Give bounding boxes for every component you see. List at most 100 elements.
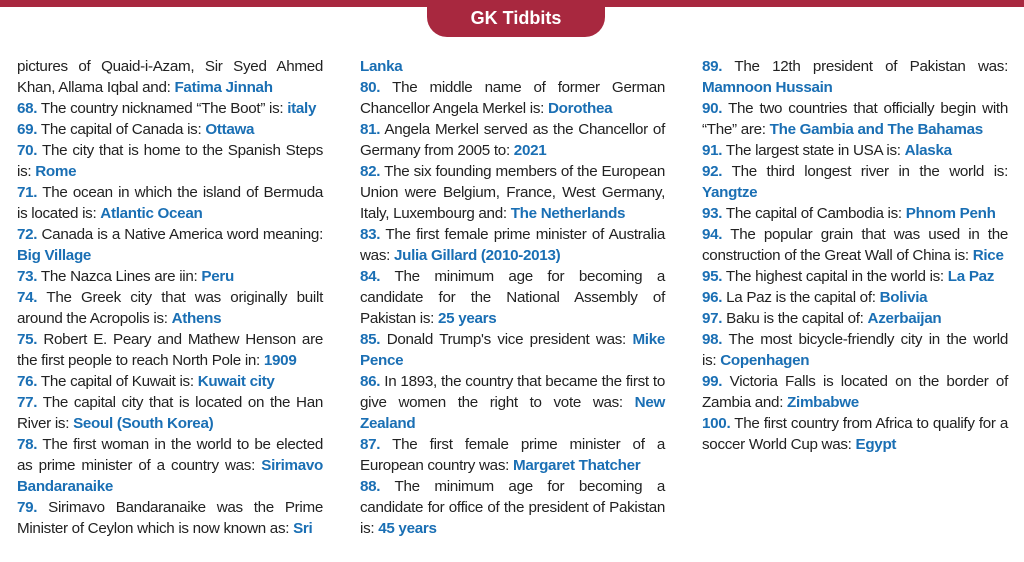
answer-text: La Paz xyxy=(947,268,995,285)
answer-text: Egypt xyxy=(855,436,897,453)
question-text: The six founding members of the European… xyxy=(360,163,665,222)
answer-text: Kuwait city xyxy=(197,373,275,390)
question-item: 91. The largest state in USA is: Alaska xyxy=(702,140,1008,161)
answer-text: Rome xyxy=(35,163,77,180)
question-number: 91. xyxy=(702,142,723,159)
question-item: 93. The capital of Cambodia is: Phnom Pe… xyxy=(702,203,1008,224)
question-text: La Paz is the capital of: xyxy=(726,289,876,306)
question-text: Victoria Falls is located on the border … xyxy=(702,373,1008,411)
question-item: 95. The highest capital in the world is:… xyxy=(702,266,1008,287)
answer-text: 2021 xyxy=(513,142,547,159)
answer-text: Peru xyxy=(201,268,234,285)
answer-text: 1909 xyxy=(263,352,297,369)
answer-text: Bolivia xyxy=(879,289,928,306)
question-number: 74. xyxy=(17,289,38,306)
question-item: 73. The Nazca Lines are iin: Peru xyxy=(17,266,323,287)
question-item: 98. The most bicycle-friendly city in th… xyxy=(702,329,1008,371)
question-number: 90. xyxy=(702,100,723,117)
question-item: 75. Robert E. Peary and Mathew Henson ar… xyxy=(17,329,323,371)
question-item: 85. Donald Trump's vice president was: M… xyxy=(360,329,665,371)
answer-text: Sri xyxy=(293,520,313,537)
answer-text: Ottawa xyxy=(205,121,255,138)
question-item: 87. The first female prime minister of a… xyxy=(360,434,665,476)
question-item: 100. The first country from Africa to qu… xyxy=(702,413,1008,455)
answer-text: Azerbaijan xyxy=(867,310,942,327)
question-text: Canada is a Native America word meaning: xyxy=(41,226,324,243)
question-number: 98. xyxy=(702,331,723,348)
question-number: 78. xyxy=(17,436,38,453)
answer-text: Phnom Penh xyxy=(905,205,996,222)
question-number: 96. xyxy=(702,289,723,306)
question-text: The Greek city that was originally built… xyxy=(17,289,323,327)
question-text: The highest capital in the world is: xyxy=(725,268,944,285)
question-item: 83. The first female prime minister of A… xyxy=(360,224,665,266)
question-text: The 12th president of Pakistan was: xyxy=(734,58,1008,75)
question-text: The minimum age for becoming a candidate… xyxy=(360,268,665,327)
question-text: The first woman in the world to be elect… xyxy=(17,436,323,474)
question-text: The Nazca Lines are iin: xyxy=(40,268,198,285)
question-item: 88. The minimum age for becoming a candi… xyxy=(360,476,665,539)
question-text: The middle name of former German Chancel… xyxy=(360,79,665,117)
question-number: 87. xyxy=(360,436,381,453)
question-number: 97. xyxy=(702,310,723,327)
question-text: The first female prime minister of a Eur… xyxy=(360,436,665,474)
question-item: 72. Canada is a Native America word mean… xyxy=(17,224,323,266)
answer-text: The Netherlands xyxy=(510,205,626,222)
answer-text: Seoul (South Korea) xyxy=(73,415,214,432)
answer-text: Dorothea xyxy=(548,100,613,117)
question-text: The country nicknamed “The Boot” is: xyxy=(40,100,284,117)
question-number: 75. xyxy=(17,331,38,348)
question-text: pictures of Quaid-i-Azam, Sir Syed Ahmed… xyxy=(17,58,323,96)
question-number: 88. xyxy=(360,478,381,495)
answer-text: Lanka xyxy=(360,58,403,75)
answer-text: Alaska xyxy=(904,142,952,159)
question-item: 79. Sirimavo Bandaranaike was the Prime … xyxy=(17,497,323,539)
question-item: 74. The Greek city that was originally b… xyxy=(17,287,323,329)
question-item: 77. The capital city that is located on … xyxy=(17,392,323,434)
question-text: The capital of Kuwait is: xyxy=(40,373,194,390)
question-text: Baku is the capital of: xyxy=(726,310,864,327)
answer-text: Athens xyxy=(171,310,222,327)
question-text: The first female prime minister of Austr… xyxy=(360,226,665,264)
question-item: 89. The 12th president of Pakistan was: … xyxy=(702,56,1008,98)
question-text: The two countries that officially begin … xyxy=(702,100,1008,138)
answer-text: The Gambia and The Bahamas xyxy=(769,121,984,138)
question-number: 93. xyxy=(702,205,723,222)
question-number: 69. xyxy=(17,121,38,138)
answer-text: Margaret Thatcher xyxy=(512,457,641,474)
question-number: 70. xyxy=(17,142,38,159)
question-item: 82. The six founding members of the Euro… xyxy=(360,161,665,224)
question-item: 97. Baku is the capital of: Azerbaijan xyxy=(702,308,1008,329)
answer-text: Big Village xyxy=(17,247,92,264)
answer-text: New Zealand xyxy=(360,394,665,432)
question-number: 99. xyxy=(702,373,723,390)
question-number: 80. xyxy=(360,79,381,96)
question-number: 77. xyxy=(17,394,38,411)
column-2: Lanka 80. The middle name of former Germ… xyxy=(360,56,665,539)
question-item: 90. The two countries that officially be… xyxy=(702,98,1008,140)
question-number: 84. xyxy=(360,268,381,285)
question-number: 83. xyxy=(360,226,381,243)
answer-text: Zimbabwe xyxy=(787,394,859,411)
question-number: 89. xyxy=(702,58,723,75)
question-number: 95. xyxy=(702,268,723,285)
answer-text: 45 years xyxy=(378,520,437,537)
question-item: 86. In 1893, the country that became the… xyxy=(360,371,665,434)
question-number: 76. xyxy=(17,373,38,390)
question-item: 78. The first woman in the world to be e… xyxy=(17,434,323,497)
answer-text: Fatima Jinnah xyxy=(174,79,273,96)
question-item: pictures of Quaid-i-Azam, Sir Syed Ahmed… xyxy=(17,56,323,98)
question-number: 94. xyxy=(702,226,723,243)
question-text: Robert E. Peary and Mathew Henson are th… xyxy=(17,331,323,369)
answer-text: 25 years xyxy=(437,310,497,327)
question-text: The largest state in USA is: xyxy=(725,142,901,159)
question-text: The city that is home to the Spanish Ste… xyxy=(17,142,323,180)
question-number: 82. xyxy=(360,163,381,180)
question-text: The third longest river in the world is: xyxy=(731,163,1009,180)
question-text: The capital of Canada is: xyxy=(40,121,202,138)
question-item: 71. The ocean in which the island of Ber… xyxy=(17,182,323,224)
question-text: The minimum age for becoming a candidate… xyxy=(360,478,665,537)
question-item: 92. The third longest river in the world… xyxy=(702,161,1008,203)
column-1: pictures of Quaid-i-Azam, Sir Syed Ahmed… xyxy=(17,56,323,539)
question-number: 68. xyxy=(17,100,38,117)
